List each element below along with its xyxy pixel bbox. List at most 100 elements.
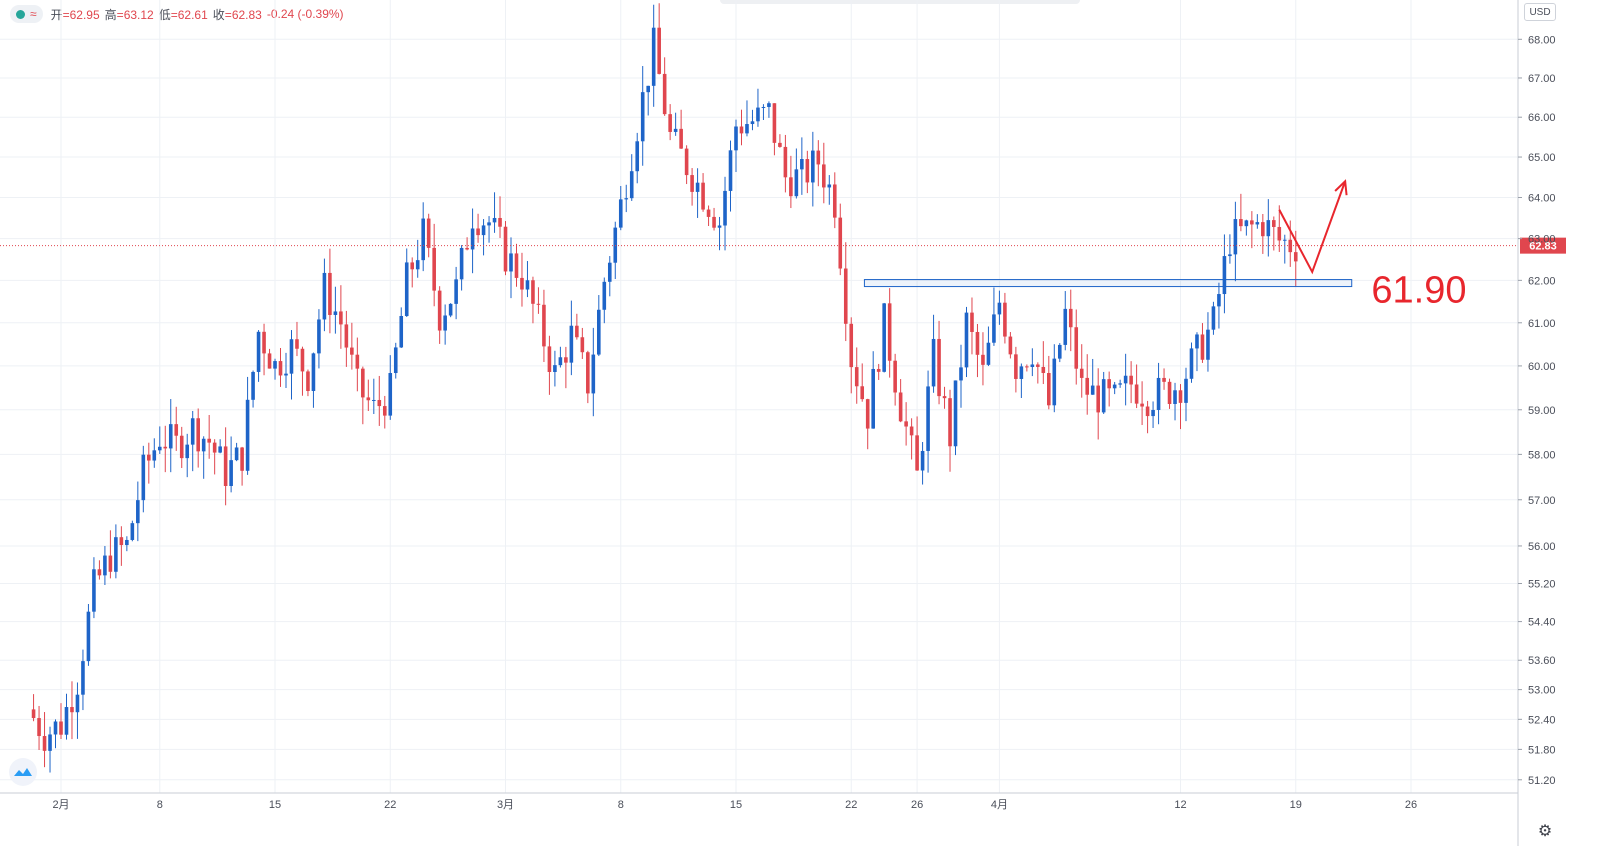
candle-body [86,611,91,662]
change-value: -0.24 (-0.39%) [266,7,344,21]
candle-body [690,175,694,192]
x-tick-label: 22 [845,799,857,811]
candle-body [767,103,771,107]
x-tick-label: 8 [157,799,163,811]
low-value: 低=62.61 [158,7,208,22]
high-value: 高=63.12 [104,7,154,22]
candle-body [393,347,398,374]
candle-body [635,141,640,172]
candle-body [1019,366,1024,379]
candle-body [915,435,919,471]
candle-body [136,500,140,524]
candle-body [1041,366,1046,374]
candle-body [328,272,332,315]
candle-body [152,450,157,461]
y-tick-label: 58.00 [1528,449,1556,461]
candle-body [843,268,848,324]
candle-body [520,277,524,290]
support-zone [863,279,1353,288]
candle-body [1014,354,1018,379]
candle-body [459,247,464,280]
candle-body [70,707,74,713]
candle-body [525,280,530,290]
y-tick-label: 66.00 [1528,112,1556,124]
chart-logo-icon[interactable] [9,758,37,786]
candle-body [783,146,788,178]
candle-body [443,315,447,331]
candle-body [1173,390,1177,404]
x-tick-label: 2月 [52,799,69,811]
candle-body [311,353,316,392]
currency-button[interactable]: USD [1524,3,1556,21]
candle-body [344,324,349,348]
candle-body [234,447,239,461]
candle-body [657,27,661,74]
candle-body [1036,364,1040,367]
candle-body [756,107,760,122]
candle-body [64,707,69,735]
candle-body [256,331,261,372]
settings-gear-icon[interactable]: ⚙ [1537,823,1553,840]
candle-body [778,142,782,147]
candle-body [377,399,382,407]
candle-body [245,399,250,471]
candle-body [31,709,36,719]
candle-body [229,460,233,486]
x-tick-label: 3月 [497,799,514,811]
candle-body [597,309,601,355]
candle-body [1217,294,1221,307]
candle-body [986,342,991,365]
candle-body [1140,403,1144,407]
candle-body [108,555,113,572]
candle-body [794,169,799,197]
candle-body [970,312,974,332]
candle-body [141,454,146,501]
candle-body [1200,334,1205,360]
support-price-label: 61.90 [1371,270,1466,312]
candle-body [48,734,52,751]
candle-body [668,114,672,132]
candle-body [476,228,480,236]
candle-body [1228,254,1232,257]
candle-body [498,217,502,227]
candle-body [684,148,689,176]
price-axis[interactable]: 68.00 67.00 66.00 65.00 64.00 63.00 62.00 61.00… [1517,0,1556,846]
candle-body [827,184,832,188]
candles [31,3,1298,773]
candle-body [1233,219,1238,255]
candle-body [898,392,903,422]
candle-body [1063,308,1068,345]
top-panel-tab[interactable] [720,0,1080,4]
candle-body [432,247,436,291]
y-tick-label: 67.00 [1528,73,1556,85]
open-value: 开=62.95 [50,7,100,22]
time-axis[interactable]: 2月 8 15 22 3月 8 15 22 26 4月 12 19 26 [0,792,1518,811]
candle-body [701,182,705,210]
candle-body [547,346,552,372]
symbol-pill[interactable]: ≈ [10,5,43,23]
candle-body [37,718,41,737]
candle-body [185,444,190,459]
candle-body [114,537,118,572]
candle-body [964,312,969,368]
candle-body [1222,256,1227,295]
close-value: 收=62.83 [212,7,262,22]
candle-body [646,85,650,93]
candle-body [564,357,568,363]
candle-body [125,539,129,546]
y-tick-label: 52.40 [1528,714,1556,726]
candle-body [382,406,387,416]
candle-body [1101,379,1106,413]
candle-body [267,353,272,369]
candle-body [854,367,859,387]
candle-body [871,368,875,429]
candle-body [514,253,519,278]
candle-body [509,253,513,272]
candle-body [1008,336,1013,355]
candle-body [1195,334,1199,349]
candle-body [1272,220,1276,227]
candle-body [789,177,793,197]
candle-body [322,272,327,320]
candle-body [295,339,299,349]
